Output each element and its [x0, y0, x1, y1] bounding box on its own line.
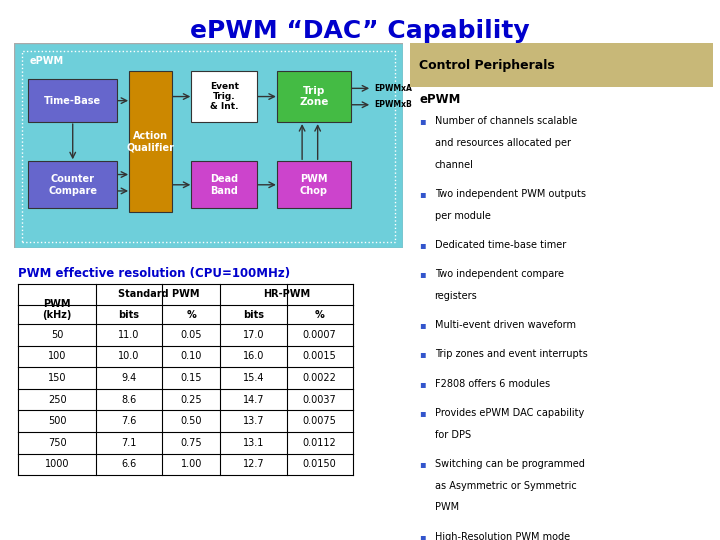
Text: Switching can be programmed: Switching can be programmed — [435, 459, 585, 469]
Text: as Asymmetric or Symmetric: as Asymmetric or Symmetric — [435, 481, 576, 491]
Text: 0.05: 0.05 — [181, 330, 202, 340]
Text: ▪: ▪ — [420, 408, 426, 418]
Text: ePWM “DAC” Capability: ePWM “DAC” Capability — [190, 19, 530, 43]
Text: HR-PWM: HR-PWM — [263, 289, 310, 299]
FancyBboxPatch shape — [277, 71, 351, 122]
Text: Control Peripherals: Control Peripherals — [420, 58, 555, 72]
Text: for DPS: for DPS — [435, 430, 471, 440]
Text: Standard PWM: Standard PWM — [117, 289, 199, 299]
Text: Number of channels scalable: Number of channels scalable — [435, 116, 577, 126]
Text: 0.15: 0.15 — [181, 373, 202, 383]
Text: ▪: ▪ — [420, 269, 426, 279]
FancyBboxPatch shape — [14, 43, 403, 248]
Text: 1000: 1000 — [45, 460, 69, 469]
Text: 0.0037: 0.0037 — [302, 395, 336, 404]
Text: 0.0015: 0.0015 — [302, 352, 336, 361]
Text: and resources allocated per: and resources allocated per — [435, 138, 570, 148]
FancyBboxPatch shape — [192, 71, 258, 122]
Text: 7.1: 7.1 — [122, 438, 137, 448]
Text: ePWM: ePWM — [420, 92, 461, 106]
Text: %: % — [315, 309, 325, 320]
FancyBboxPatch shape — [129, 71, 172, 212]
Text: bits: bits — [243, 309, 264, 320]
Text: Trip zones and event interrupts: Trip zones and event interrupts — [435, 349, 588, 360]
Text: PWM: PWM — [43, 299, 71, 309]
Text: ▪: ▪ — [420, 379, 426, 389]
Text: 12.7: 12.7 — [243, 460, 264, 469]
Text: 500: 500 — [48, 416, 66, 426]
Text: 9.4: 9.4 — [122, 373, 137, 383]
Text: 100: 100 — [48, 352, 66, 361]
Text: 0.0007: 0.0007 — [302, 330, 336, 340]
Text: ▪: ▪ — [420, 116, 426, 126]
Text: Action
Qualifier: Action Qualifier — [127, 131, 174, 152]
Text: ▪: ▪ — [420, 189, 426, 199]
Text: Two independent compare: Two independent compare — [435, 269, 564, 279]
Text: 13.1: 13.1 — [243, 438, 264, 448]
Text: channel: channel — [435, 160, 474, 170]
Text: Trip
Zone: Trip Zone — [299, 86, 328, 107]
FancyBboxPatch shape — [192, 161, 258, 208]
Text: Event
Trig.
& Int.: Event Trig. & Int. — [210, 82, 239, 111]
Text: 11.0: 11.0 — [118, 330, 140, 340]
Text: registers: registers — [435, 291, 477, 301]
Text: 10.0: 10.0 — [118, 352, 140, 361]
FancyBboxPatch shape — [277, 161, 351, 208]
FancyBboxPatch shape — [28, 161, 117, 208]
Text: Time-Base: Time-Base — [44, 96, 102, 106]
Text: 750: 750 — [48, 438, 66, 448]
FancyBboxPatch shape — [28, 79, 117, 122]
Text: PWM effective resolution (CPU=100MHz): PWM effective resolution (CPU=100MHz) — [18, 267, 290, 280]
Text: 0.0075: 0.0075 — [302, 416, 336, 426]
Text: 6.6: 6.6 — [122, 460, 137, 469]
Text: ▪: ▪ — [420, 320, 426, 330]
Text: 14.7: 14.7 — [243, 395, 264, 404]
Text: High-Resolution PWM mode: High-Resolution PWM mode — [435, 531, 570, 540]
Text: 17.0: 17.0 — [243, 330, 264, 340]
Text: Multi-event driven waveform: Multi-event driven waveform — [435, 320, 575, 330]
Text: %: % — [186, 309, 196, 320]
Text: 1.00: 1.00 — [181, 460, 202, 469]
Text: Provides ePWM DAC capability: Provides ePWM DAC capability — [435, 408, 584, 418]
Text: ▪: ▪ — [420, 459, 426, 469]
Text: ePWM: ePWM — [30, 56, 64, 65]
Text: (kHz): (kHz) — [42, 309, 72, 320]
Text: 0.0022: 0.0022 — [302, 373, 336, 383]
Text: Two independent PWM outputs: Two independent PWM outputs — [435, 189, 585, 199]
Text: bits: bits — [119, 309, 140, 320]
Text: 0.0112: 0.0112 — [302, 438, 336, 448]
Text: 250: 250 — [48, 395, 66, 404]
Text: ▪: ▪ — [420, 531, 426, 540]
Text: EPWMxA: EPWMxA — [374, 84, 412, 93]
Text: 0.10: 0.10 — [181, 352, 202, 361]
Text: 150: 150 — [48, 373, 66, 383]
Text: 0.75: 0.75 — [181, 438, 202, 448]
Text: 7.6: 7.6 — [122, 416, 137, 426]
Text: PWM: PWM — [435, 502, 459, 512]
Text: F2808 offers 6 modules: F2808 offers 6 modules — [435, 379, 549, 389]
FancyBboxPatch shape — [410, 43, 713, 87]
Text: 16.0: 16.0 — [243, 352, 264, 361]
Text: 13.7: 13.7 — [243, 416, 264, 426]
Text: 50: 50 — [51, 330, 63, 340]
Text: 8.6: 8.6 — [122, 395, 137, 404]
Text: ▪: ▪ — [420, 240, 426, 250]
Text: 0.25: 0.25 — [181, 395, 202, 404]
Text: Dead
Band: Dead Band — [210, 174, 238, 195]
Text: EPWMxB: EPWMxB — [374, 100, 412, 109]
Text: 15.4: 15.4 — [243, 373, 264, 383]
Text: per module: per module — [435, 211, 490, 221]
Text: Counter
Compare: Counter Compare — [48, 174, 97, 195]
Text: PWM
Chop: PWM Chop — [300, 174, 328, 195]
Text: 0.0150: 0.0150 — [302, 460, 336, 469]
Text: ▪: ▪ — [420, 349, 426, 360]
Text: Dedicated time-base timer: Dedicated time-base timer — [435, 240, 566, 250]
Text: 0.50: 0.50 — [181, 416, 202, 426]
